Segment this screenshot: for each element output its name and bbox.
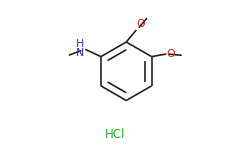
Text: HCl: HCl (105, 128, 125, 141)
Text: O: O (137, 20, 145, 30)
Text: H
N: H N (76, 39, 84, 58)
Text: O: O (167, 49, 175, 59)
